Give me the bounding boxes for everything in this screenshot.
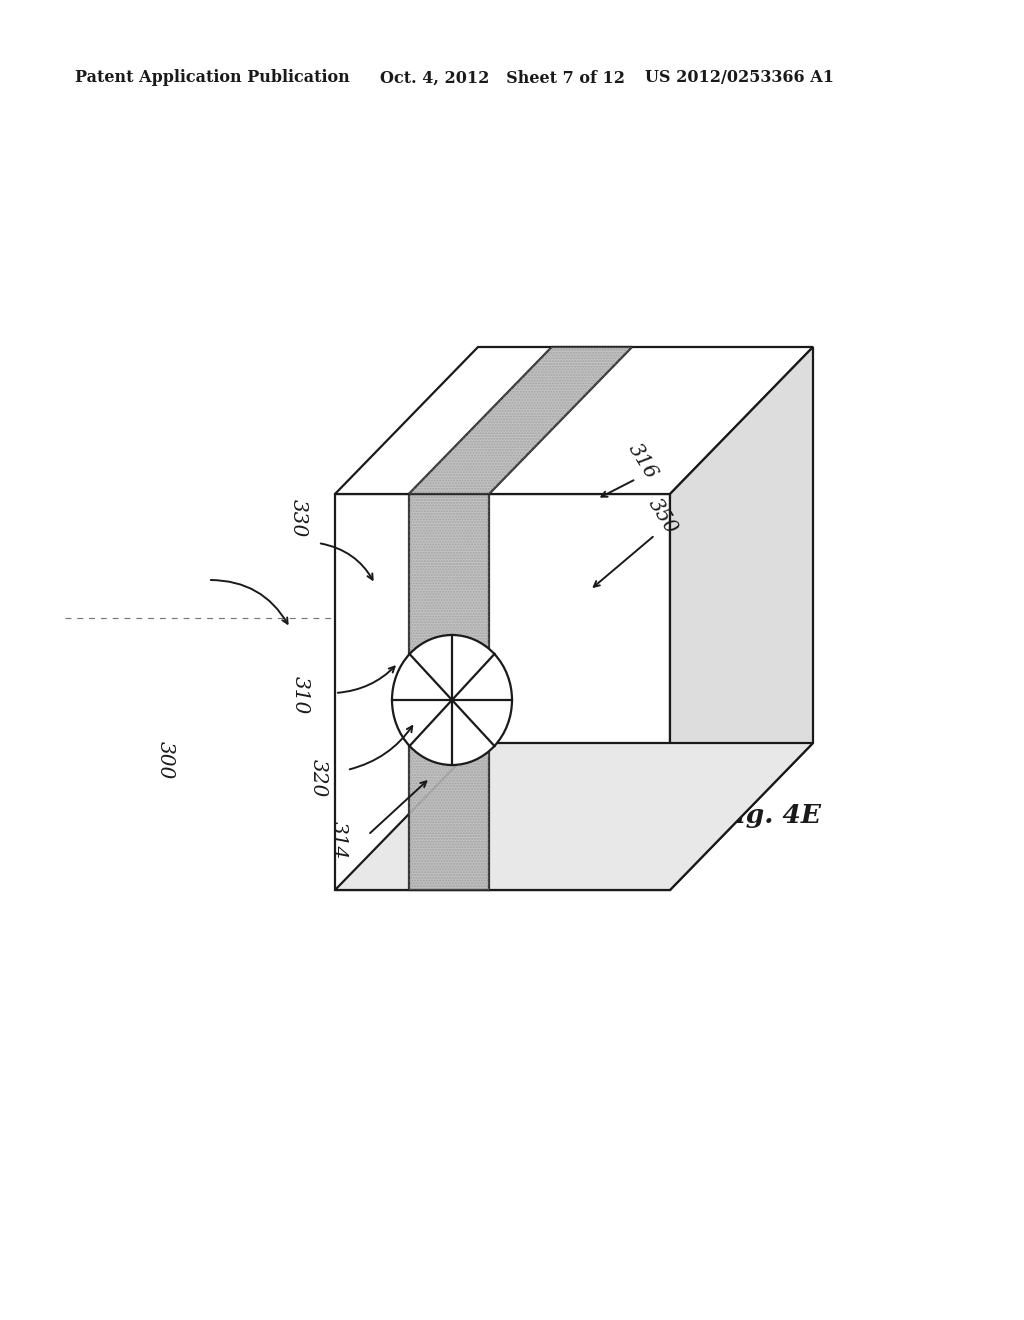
Polygon shape <box>335 347 813 494</box>
Text: 314: 314 <box>329 821 347 859</box>
Text: Patent Application Publication: Patent Application Publication <box>75 70 350 87</box>
Text: 316: 316 <box>625 440 662 482</box>
Text: 330: 330 <box>289 499 307 537</box>
Ellipse shape <box>392 635 512 766</box>
Text: Fig. 4E: Fig. 4E <box>718 803 822 828</box>
Polygon shape <box>409 347 632 494</box>
Text: US 2012/0253366 A1: US 2012/0253366 A1 <box>645 70 834 87</box>
Text: 350: 350 <box>645 495 681 537</box>
Polygon shape <box>335 494 670 890</box>
Polygon shape <box>335 743 813 890</box>
Text: 300: 300 <box>156 741 174 779</box>
Polygon shape <box>670 347 813 890</box>
Text: Oct. 4, 2012   Sheet 7 of 12: Oct. 4, 2012 Sheet 7 of 12 <box>380 70 625 87</box>
Text: 320: 320 <box>308 759 328 797</box>
Text: 310: 310 <box>291 676 309 714</box>
Polygon shape <box>409 494 489 890</box>
